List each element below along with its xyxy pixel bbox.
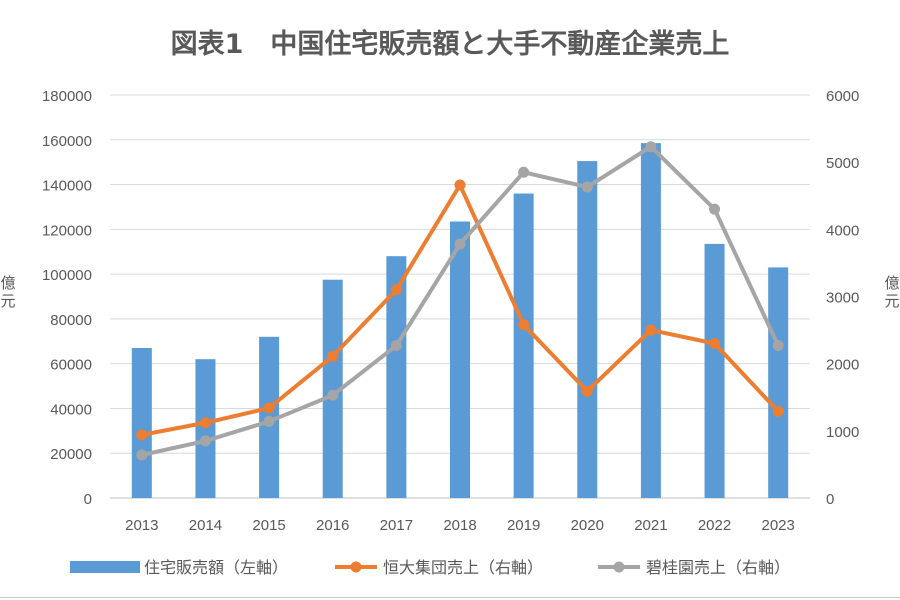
x-axis-tick-label: 2019: [507, 517, 540, 534]
x-axis-tick-label: 2022: [698, 517, 731, 534]
line-point: [454, 238, 466, 250]
legend-marker: [350, 561, 362, 573]
line-point: [772, 340, 784, 352]
x-axis-tick-label: 2013: [125, 517, 158, 534]
bar: [131, 347, 152, 498]
bar: [513, 193, 534, 498]
line-point: [390, 340, 402, 352]
left-axis-tick-label: 0: [84, 491, 92, 508]
bar: [386, 256, 407, 498]
line-point: [327, 350, 339, 362]
bar: [640, 143, 661, 498]
line-point: [199, 417, 211, 429]
line-point: [136, 449, 148, 461]
line-point: [709, 203, 721, 215]
line-point: [709, 338, 721, 350]
line-point: [263, 415, 275, 427]
legend-label: 住宅販売額（左軸）: [144, 559, 288, 577]
legend-label: 碧桂園売上（右軸）: [646, 559, 790, 577]
right-axis-tick-label: 2000: [826, 357, 859, 374]
line-point: [581, 385, 593, 397]
left-axis-tick-label: 40000: [50, 401, 92, 418]
bar: [577, 161, 598, 498]
line-point: [136, 429, 148, 441]
left-axis-tick-label: 120000: [42, 222, 92, 239]
bar: [704, 243, 725, 498]
bar: [768, 267, 789, 498]
bottom-border: [0, 597, 900, 598]
left-axis-tick-label: 20000: [50, 446, 92, 463]
left-axis-tick-label: 100000: [42, 267, 92, 284]
right-axis-tick-label: 5000: [826, 155, 859, 172]
x-axis-tick-label: 2016: [316, 517, 349, 534]
right-axis-unit-label: 億元: [884, 274, 900, 310]
line-point: [645, 141, 657, 153]
right-axis-tick-label: 3000: [826, 290, 859, 307]
chart-title: 図表1 中国住宅販売額と大手不動産企業売上: [170, 29, 730, 60]
x-axis-tick-label: 2020: [571, 517, 604, 534]
line-point: [390, 284, 402, 296]
legend-label: 恒大集団売上（右軸）: [383, 559, 543, 577]
left-axis-tick-label: 160000: [42, 133, 92, 150]
line-point: [518, 166, 530, 178]
x-axis-tick-label: 2018: [443, 517, 476, 534]
right-axis-tick-label: 4000: [826, 222, 859, 239]
bar: [195, 359, 216, 498]
line-point: [199, 435, 211, 447]
left-axis-tick-label: 180000: [42, 88, 92, 105]
x-axis-tick-label: 2014: [189, 517, 222, 534]
x-axis-tick-label: 2017: [380, 517, 413, 534]
right-axis-tick-label: 6000: [826, 88, 859, 105]
left-axis-tick-label: 80000: [50, 312, 92, 329]
line-point: [772, 405, 784, 417]
right-axis-tick-label: 0: [826, 491, 834, 508]
x-axis-tick-label: 2015: [252, 517, 285, 534]
left-axis-unit-label: 億元: [0, 274, 16, 310]
line-point: [263, 402, 275, 414]
line-point: [581, 181, 593, 193]
line-point: [645, 324, 657, 336]
line-point: [327, 389, 339, 401]
bar: [450, 221, 470, 498]
legend-marker: [613, 561, 625, 573]
left-axis-tick-label: 140000: [42, 178, 92, 195]
x-axis-tick-label: 2023: [761, 517, 794, 534]
left-axis-tick-label: 60000: [50, 357, 92, 374]
bar: [322, 279, 343, 498]
legend-swatch: [70, 561, 140, 573]
x-axis-tick-label: 2021: [634, 517, 667, 534]
line-point: [518, 319, 530, 331]
line-point: [454, 179, 466, 191]
right-axis-tick-label: 1000: [826, 424, 859, 441]
